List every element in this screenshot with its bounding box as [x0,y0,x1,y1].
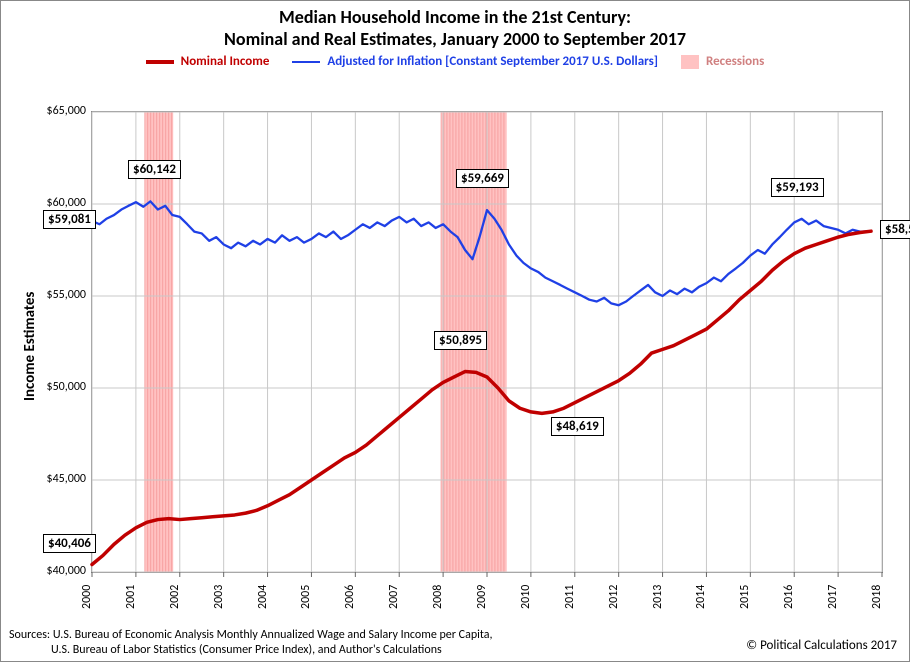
y-tick-label: $50,000 [36,380,86,394]
y-tick-label: $60,000 [36,196,86,210]
x-tick-label: 2002 [168,585,182,609]
x-tick-label: 2005 [299,585,313,609]
source-text: Sources: U.S. Bureau of Economic Analysi… [9,628,493,657]
y-tick-label: $65,000 [36,104,86,118]
x-tick-label: 2017 [826,585,840,609]
copyright: © Political Calculations 2017 [746,638,897,653]
x-tick-label: 2012 [607,585,621,609]
x-tick-label: 2013 [651,585,665,609]
x-tick-label: 2009 [475,585,489,609]
legend-recession: Recessions [681,54,764,69]
x-tick-label: 2016 [782,585,796,609]
x-tick-label: 2000 [80,585,94,609]
callout-label: $59,669 [456,169,509,188]
legend-real-swatch [292,61,320,64]
x-tick-label: 2011 [563,585,577,609]
legend-recession-label: Recessions [706,54,764,69]
x-tick-label: 2014 [694,585,708,609]
legend-real-label: Adjusted for Inflation [Constant Septemb… [327,54,658,69]
x-tick-label: 2003 [212,585,226,609]
legend-recession-swatch [681,55,699,69]
y-tick-label: $55,000 [36,288,86,302]
legend-nominal: Nominal Income [146,54,270,69]
chart-container: Median Household Income in the 21st Cent… [0,0,910,662]
callout-label: $59,193 [771,178,824,197]
callout-label: $59,081 [43,210,96,229]
x-tick-label: 2018 [870,585,884,609]
x-tick-label: 2004 [256,585,270,609]
callout-label: $40,406 [43,534,96,553]
y-tick-label: $45,000 [36,472,86,486]
legend: Nominal Income Adjusted for Inflation [C… [1,50,909,71]
legend-nominal-label: Nominal Income [181,54,270,69]
x-tick-label: 2010 [519,585,533,609]
source-line-1: Sources: U.S. Bureau of Economic Analysi… [9,628,493,642]
callout-label: $60,142 [128,160,181,179]
legend-nominal-swatch [146,60,174,64]
x-tick-label: 2001 [124,585,138,609]
callout-label: $58,523 [880,220,910,239]
x-tick-label: 2015 [738,585,752,609]
x-tick-label: 2006 [343,585,357,609]
x-tick-label: 2007 [387,585,401,609]
title-line-1: Median Household Income in the 21st Cent… [1,7,909,29]
chart-title: Median Household Income in the 21st Cent… [1,1,909,50]
legend-real: Adjusted for Inflation [Constant Septemb… [292,54,658,69]
source-line-2: U.S. Bureau of Labor Statistics (Consume… [9,643,493,657]
y-tick-label: $40,000 [36,564,86,578]
x-tick-label: 2008 [431,585,445,609]
callout-label: $48,619 [551,417,604,436]
callout-label: $50,895 [434,331,487,350]
title-line-2: Nominal and Real Estimates, January 2000… [1,29,909,51]
